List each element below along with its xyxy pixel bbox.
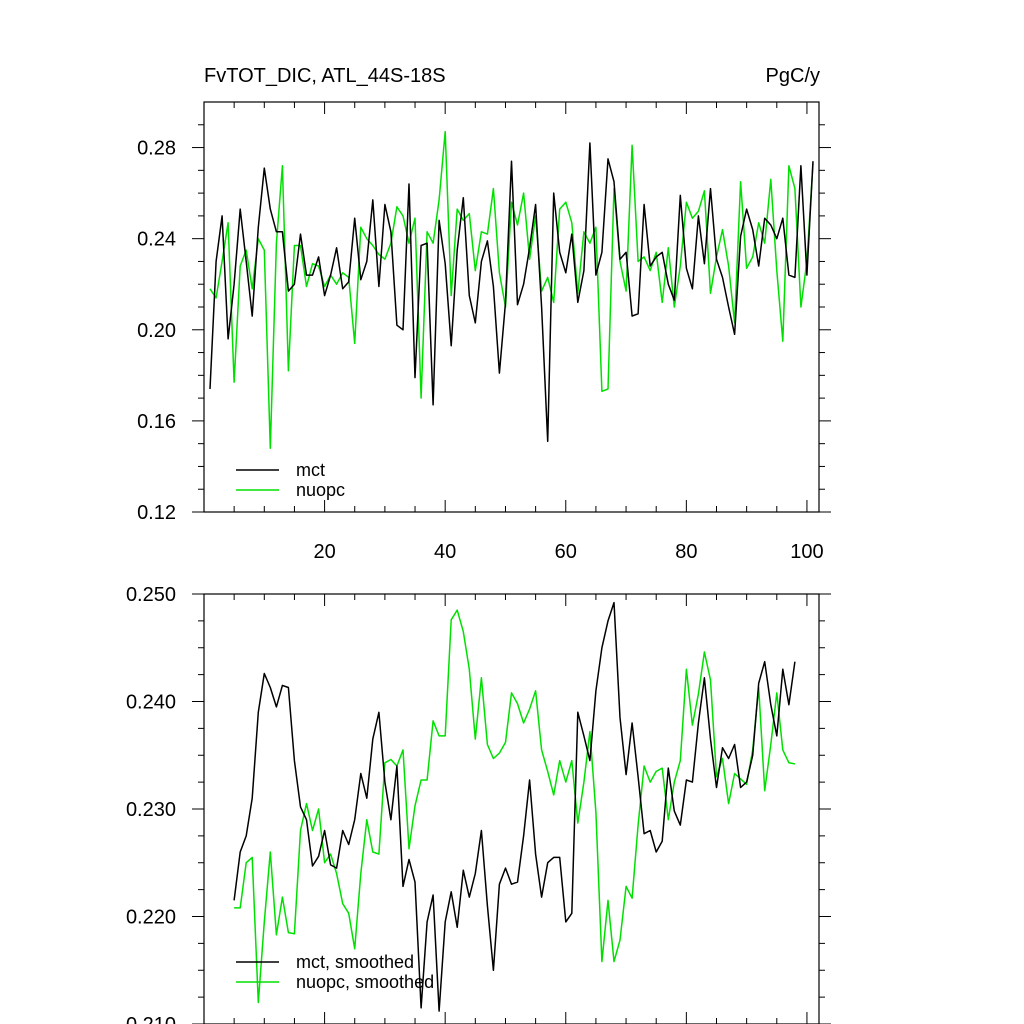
tick-marks: 20 40 60 80 100 0.12 0.16 0.20 0.24 0.28 <box>137 102 831 563</box>
x-tick-label: 40 <box>434 541 456 563</box>
y-tick-label: 0.210 <box>126 1014 176 1024</box>
series-line-nuopc <box>209 130 814 449</box>
chart-title: FvTOT_DIC, ATL_44S-18S <box>204 65 446 87</box>
legend: mct, smoothed nuopc, smoothed <box>236 952 434 992</box>
y-tick-label: 0.12 <box>137 502 176 524</box>
y-tick-label: 0.250 <box>126 584 176 606</box>
legend-label: mct <box>296 460 325 480</box>
x-tick-label: 80 <box>675 541 697 563</box>
x-tick-label: 100 <box>790 541 823 563</box>
y-tick-label: 0.20 <box>137 320 176 342</box>
y-tick-label: 0.240 <box>126 692 176 714</box>
y-tick-label: 0.28 <box>137 138 176 160</box>
top-panel: FvTOT_DIC, ATL_44S-18S PgC/y 20 40 60 80 100… <box>137 65 831 563</box>
bottom-panel: 0.210 0.220 0.230 0.240 0.250 mct, smoothed … <box>126 584 831 1024</box>
legend-label: nuopc, smoothed <box>296 972 434 992</box>
x-tick-label: 20 <box>313 541 335 563</box>
series-lines <box>233 601 796 1012</box>
legend-label: nuopc <box>296 480 345 500</box>
legend-label: mct, smoothed <box>296 952 414 972</box>
series-line-mct-smoothed <box>233 601 796 1012</box>
units-label: PgC/y <box>766 65 820 87</box>
y-tick-label: 0.220 <box>126 907 176 929</box>
tick-marks: 0.210 0.220 0.230 0.240 0.250 <box>126 584 831 1024</box>
legend: mct nuopc <box>236 460 345 500</box>
x-tick-label: 60 <box>555 541 577 563</box>
series-lines <box>209 130 814 449</box>
y-tick-label: 0.230 <box>126 799 176 821</box>
y-tick-label: 0.24 <box>137 229 176 251</box>
series-line-nuopc-smoothed <box>234 609 796 1004</box>
series-line-mct <box>209 142 814 443</box>
y-tick-label: 0.16 <box>137 411 176 433</box>
